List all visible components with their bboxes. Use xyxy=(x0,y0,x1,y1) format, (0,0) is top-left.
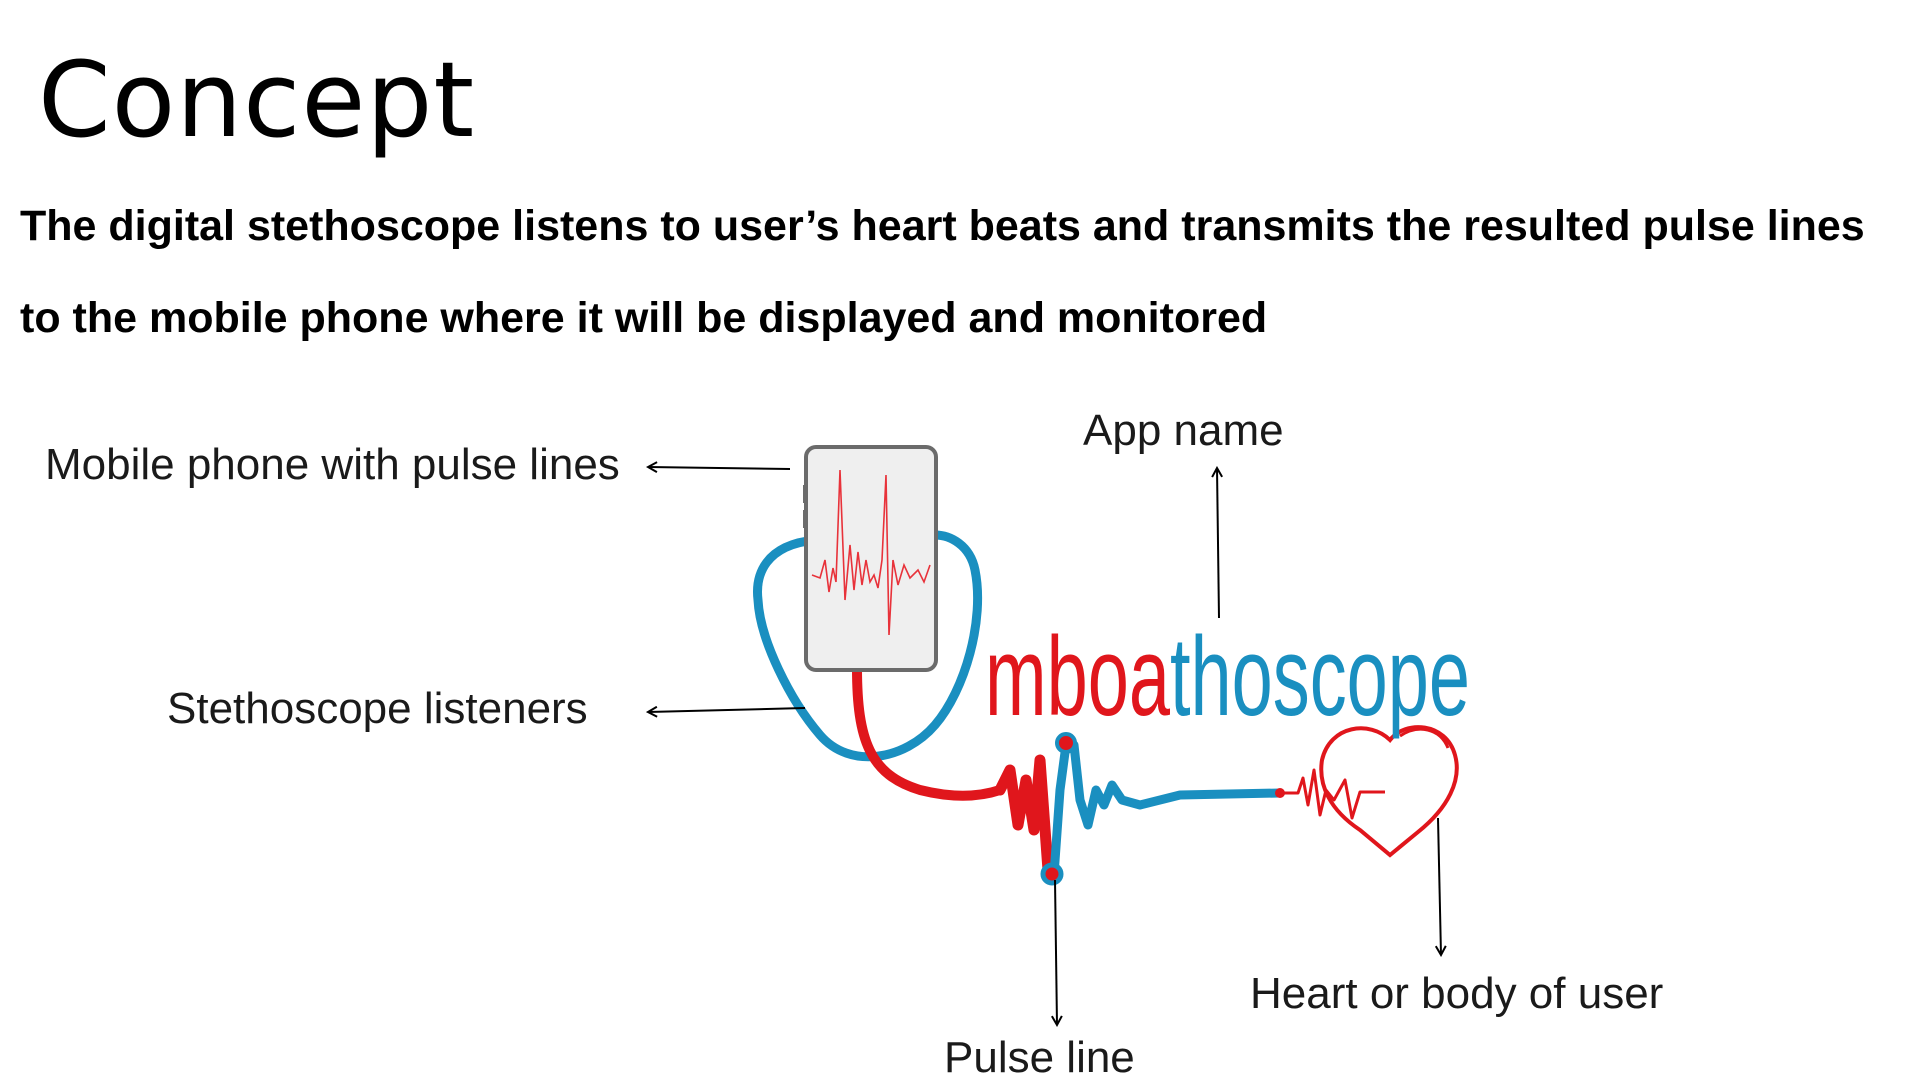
description-line-1: The digital stethoscope listens to user’… xyxy=(20,202,1865,250)
mobile-phone-icon xyxy=(803,445,938,672)
arrow-phone xyxy=(648,467,791,469)
pulse-node-bottom xyxy=(1040,862,1064,886)
slide-title: Concept xyxy=(38,39,476,161)
arrow-pulse xyxy=(1055,879,1057,1025)
logo-text-blue: thoscope xyxy=(1170,614,1470,739)
heart-icon xyxy=(1319,725,1459,858)
arrow-app-name xyxy=(1217,468,1219,619)
logo-text-red: mboa xyxy=(985,614,1170,739)
label-stethoscope-listeners: Stethoscope listeners xyxy=(167,684,588,733)
label-app-name: App name xyxy=(1083,406,1284,455)
description-line-2: to the mobile phone where it will be dis… xyxy=(20,294,1268,342)
label-heart: Heart or body of user xyxy=(1250,969,1664,1018)
label-pulse-line: Pulse line xyxy=(944,1033,1135,1080)
arrow-heart xyxy=(1438,817,1441,955)
phone-cable xyxy=(852,663,1005,801)
pulse-waveform-blue xyxy=(1049,740,1285,880)
arrow-listeners xyxy=(648,708,806,712)
phone-pulse-lines xyxy=(811,469,931,636)
heart-ecg-line xyxy=(1280,768,1385,820)
pulse-node-top xyxy=(1055,732,1077,754)
heart-shine xyxy=(1399,727,1450,749)
label-mobile-phone: Mobile phone with pulse lines xyxy=(45,440,620,489)
pulse-waveform-red xyxy=(994,754,1060,881)
